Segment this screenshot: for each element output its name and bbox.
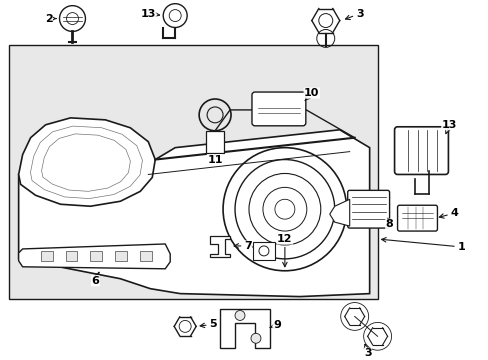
Polygon shape: [19, 244, 170, 269]
Text: 7: 7: [234, 241, 251, 251]
Text: 9: 9: [269, 320, 280, 330]
FancyBboxPatch shape: [140, 251, 152, 261]
Text: 13: 13: [140, 9, 159, 19]
FancyBboxPatch shape: [394, 127, 447, 175]
Polygon shape: [19, 118, 155, 206]
Text: 13: 13: [441, 120, 456, 134]
FancyBboxPatch shape: [397, 205, 437, 231]
Text: 8: 8: [385, 218, 393, 229]
Text: 5: 5: [200, 319, 217, 329]
Text: 6: 6: [91, 272, 99, 286]
FancyBboxPatch shape: [205, 131, 224, 153]
FancyBboxPatch shape: [41, 251, 52, 261]
FancyBboxPatch shape: [347, 190, 389, 228]
Polygon shape: [19, 130, 369, 297]
Text: 3: 3: [363, 345, 371, 358]
Polygon shape: [220, 309, 269, 348]
Circle shape: [163, 4, 187, 27]
Text: 11: 11: [207, 154, 223, 165]
Text: 12: 12: [277, 234, 292, 267]
FancyBboxPatch shape: [252, 242, 274, 260]
FancyBboxPatch shape: [9, 45, 377, 298]
Text: 4: 4: [438, 208, 457, 218]
Text: 1: 1: [381, 238, 464, 252]
Circle shape: [60, 6, 85, 31]
Circle shape: [235, 310, 244, 320]
FancyBboxPatch shape: [115, 251, 127, 261]
Text: 10: 10: [304, 88, 319, 101]
Circle shape: [250, 333, 261, 343]
FancyBboxPatch shape: [251, 92, 305, 126]
Text: 2: 2: [44, 14, 56, 23]
FancyBboxPatch shape: [65, 251, 77, 261]
Polygon shape: [210, 236, 229, 257]
Polygon shape: [329, 199, 349, 226]
Text: 3: 3: [345, 9, 363, 19]
FancyBboxPatch shape: [90, 251, 102, 261]
